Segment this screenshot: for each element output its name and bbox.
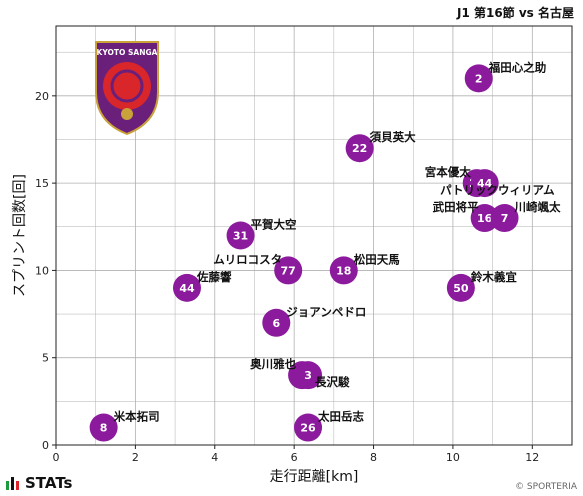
x-axis-label: 走行距離[km] xyxy=(270,468,359,485)
x-tick-label: 0 xyxy=(53,451,60,464)
player-name-label: 宮本優太 xyxy=(425,165,471,179)
copyright-text: © SPORTERIA xyxy=(515,482,577,492)
player-number: 3 xyxy=(304,369,312,382)
player-name-label: 須貝英大 xyxy=(369,130,416,144)
player-marker xyxy=(226,221,255,250)
x-tick-label: 10 xyxy=(446,451,460,464)
player-name-label: ムリロコスタ xyxy=(213,252,282,266)
data-points: 222244416731771844506233826 xyxy=(89,64,519,442)
player-name-label: 長沢駿 xyxy=(315,375,350,389)
player-marker xyxy=(89,413,118,442)
player-marker xyxy=(470,204,499,233)
player-marker xyxy=(294,413,323,442)
player-number: 50 xyxy=(453,282,469,295)
player-name-label: 奥川雅也 xyxy=(249,357,296,371)
y-tick-label: 10 xyxy=(35,264,49,277)
kyoto-sanga-emblem-icon: KYOTO SANGA xyxy=(95,41,159,136)
player-name-label: 米本拓司 xyxy=(113,410,160,424)
player-name-label: ジョアンペドロ xyxy=(286,305,366,319)
emblem-text: KYOTO SANGA xyxy=(97,48,158,57)
emblem-crest xyxy=(121,108,133,120)
player-name-label: 福田心之助 xyxy=(488,60,547,74)
player-number: 6 xyxy=(272,317,280,330)
player-name-label: 鈴木義宜 xyxy=(471,270,517,284)
y-axis-label: スプリント回数[回] xyxy=(12,174,28,297)
player-marker xyxy=(172,273,201,302)
player-name-label: 平賀大空 xyxy=(251,218,297,232)
x-tick-label: 2 xyxy=(132,451,139,464)
chart-header-title: J1 第16節 vs 名古屋 xyxy=(456,6,574,20)
player-name-label: 太田岳志 xyxy=(317,410,364,424)
player-number: 77 xyxy=(281,264,296,277)
stats-logo: STATs xyxy=(6,474,72,492)
player-marker xyxy=(274,256,303,285)
player-marker xyxy=(262,308,291,337)
emblem-inner-ring xyxy=(110,69,144,103)
player-marker xyxy=(464,64,493,93)
y-tick-label: 5 xyxy=(42,352,49,365)
player-marker xyxy=(490,204,519,233)
x-tick-label: 4 xyxy=(211,451,218,464)
player-name-label: 松田天馬 xyxy=(354,252,400,266)
player-number: 8 xyxy=(100,422,108,435)
player-marker xyxy=(446,273,475,302)
player-number: 26 xyxy=(300,422,316,435)
player-marker xyxy=(329,256,358,285)
plot-frame xyxy=(55,25,573,446)
y-tick-label: 0 xyxy=(42,439,49,452)
stats-logo-icon xyxy=(6,476,19,490)
player-name-label: 川崎颯太 xyxy=(514,200,561,214)
player-name-label: 佐藤響 xyxy=(196,270,232,284)
axes: 0 2 4 6 8 10 12 0 5 10 15 20 走行距離[km] スプリント回数[回] xyxy=(12,25,573,485)
player-name-label: パトリックウィリアム xyxy=(440,183,555,197)
x-tick-label: 6 xyxy=(291,451,298,464)
player-marker xyxy=(294,361,323,390)
grid-lines xyxy=(55,26,573,446)
x-tick-label: 12 xyxy=(525,451,539,464)
player-number: 44 xyxy=(477,177,493,190)
player-number: 18 xyxy=(336,264,351,277)
player-number: 22 xyxy=(352,142,367,155)
player-marker xyxy=(470,169,499,198)
player-name-label: 武田将平 xyxy=(433,200,479,214)
player-number: 44 xyxy=(179,282,195,295)
player-number: 7 xyxy=(501,212,509,225)
player-number: 31 xyxy=(233,230,248,243)
player-number: 16 xyxy=(477,212,493,225)
player-number: 2 xyxy=(475,72,483,85)
y-tick-label: 20 xyxy=(35,90,49,103)
y-tick-label: 15 xyxy=(35,177,49,190)
x-tick-label: 8 xyxy=(370,451,377,464)
player-marker xyxy=(345,134,374,163)
stats-logo-text: STATs xyxy=(25,474,73,492)
emblem-phoenix xyxy=(103,62,151,110)
